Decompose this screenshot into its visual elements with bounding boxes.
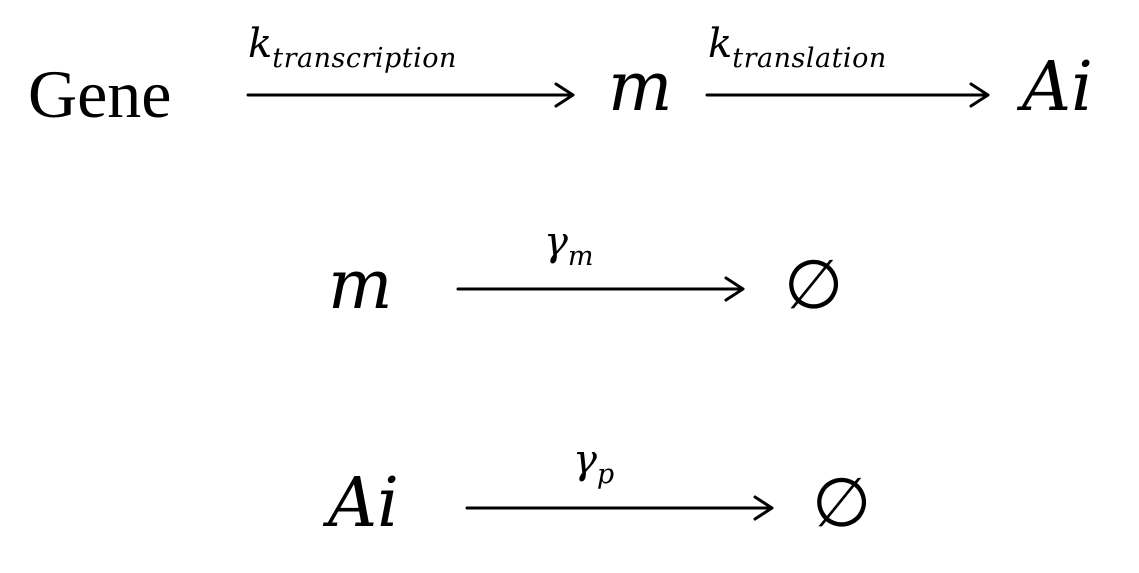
gene-label: Gene (28, 56, 172, 132)
rate-base: γ (544, 219, 568, 265)
empty-set-symbol: ∅ (812, 464, 872, 543)
rate-base: k (708, 21, 733, 67)
rate-base: k (248, 21, 273, 67)
rate-label-transcription: ktranscription (248, 21, 457, 72)
arrow-transcription (246, 82, 575, 108)
rate-label-protein-decay: γp (573, 437, 615, 488)
rate-subscript: m (567, 241, 595, 272)
rate-label-translation: ktranslation (708, 21, 887, 72)
rate-label-mrna-decay: γm (544, 219, 594, 270)
arrow-mrna-decay (456, 276, 745, 302)
rate-subscript: translation (732, 43, 887, 74)
protein-decay-reactant: Ai (328, 464, 399, 543)
rate-subscript: transcription (272, 43, 457, 74)
rate-subscript: p (596, 459, 615, 490)
rate-base: γ (573, 437, 597, 483)
mrna-label: m (608, 48, 673, 127)
arrow-translation (705, 82, 990, 108)
arrow-protein-decay (465, 495, 774, 521)
empty-set-symbol: ∅ (784, 246, 844, 325)
protein-label: Ai (1022, 48, 1093, 127)
mrna-decay-reactant: m (328, 246, 393, 325)
